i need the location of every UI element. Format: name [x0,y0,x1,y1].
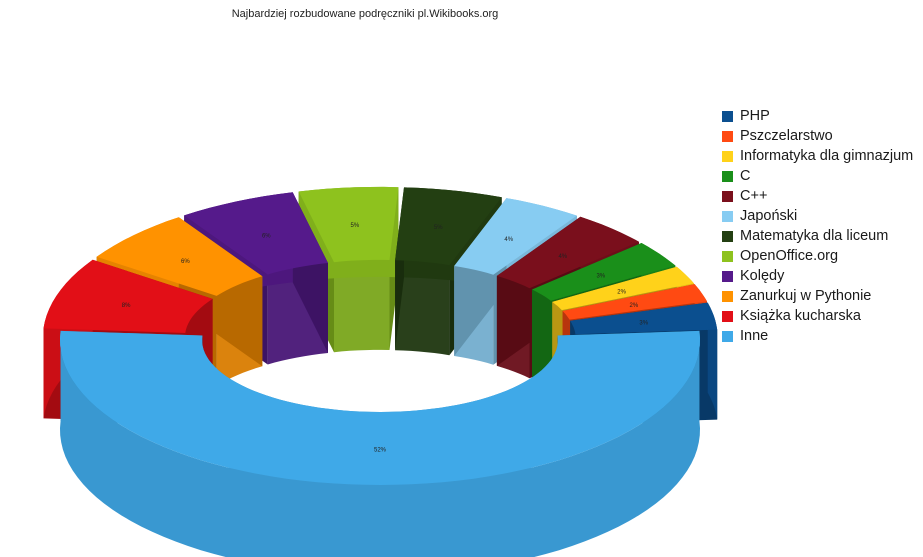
slice-top-face [552,266,694,311]
legend-item: C++ [722,186,922,206]
legend-label: Zanurkuj w Pythonie [740,288,872,304]
legend-swatch [722,151,733,162]
legend-label: Książka kucharska [740,308,861,324]
slice-value-label: 3% [596,273,605,279]
slice-top-face [570,302,718,335]
legend-item: C [722,166,922,186]
legend-item: OpenOffice.org [722,246,922,266]
legend-swatch [722,171,733,182]
legend-swatch [722,271,733,282]
legend-item: Inne [722,326,922,346]
slice-top-face [496,216,639,289]
chart-title: Najbardziej rozbudowane podręczniki pl.W… [231,8,499,20]
slice-inner-wall [395,260,450,356]
legend-item: Pszczelarstwo [722,126,922,146]
legend-item: Japoński [722,206,922,226]
legend-item: Kolędy [722,266,922,286]
slice-value-label: 4% [558,254,567,260]
legend-swatch [722,251,733,262]
slice-value-label: 2% [630,303,639,309]
legend-label: Inne [740,328,769,344]
slice-value-label: 6% [262,234,271,240]
slice-outer-wall [60,330,700,557]
legend-label: Matematyka dla liceum [740,228,889,244]
legend-label: Pszczelarstwo [740,128,833,144]
legend-swatch [722,131,733,142]
slice-value-label: 3% [639,321,648,327]
legend-item: Zanurkuj w Pythonie [722,286,922,306]
legend-label: Kolędy [740,268,785,284]
legend-swatch [722,331,733,342]
slice-value-label: 5% [434,225,443,231]
legend-item: Książka kucharska [722,306,922,326]
slice-value-label: 2% [617,289,626,295]
slice-value-label: 52% [374,448,387,454]
slice-top-face [60,330,700,485]
slice-value-label: 6% [181,259,190,265]
slice-value-label: 8% [122,303,131,309]
legend-label: C [740,168,751,184]
legend-item: Informatyka dla gimnazjum [722,146,922,166]
slice-inner-wall [334,259,390,353]
slice-top-face [395,187,502,266]
legend-swatch [722,211,733,222]
slice-top-face [184,192,328,275]
legend-swatch [722,291,733,302]
chart-legend: PHP Pszczelarstwo Informatyka dla gimnazju… [722,106,922,346]
legend-swatch [722,191,733,202]
legend-item: Matematyka dla liceum [722,226,922,246]
slice-value-label: 4% [504,237,513,243]
slice-top-face [562,284,707,320]
legend-swatch [722,231,733,242]
slice-top-face [298,186,399,263]
slice-top-face [454,198,577,275]
legend-label: C++ [740,188,768,204]
legend-label: OpenOffice.org [740,248,839,264]
slice-top-face [96,217,263,296]
legend-swatch [722,311,733,322]
slice-value-label: 5% [351,223,360,229]
slice-outer-wall [707,302,718,420]
slice-inne: 52% [60,330,700,557]
legend-label: PHP [740,108,770,124]
legend-label: Japoński [740,208,798,224]
legend-item: PHP [722,106,922,126]
slice-top-face [43,259,213,333]
legend-swatch [722,111,733,122]
legend-label: Informatyka dla gimnazjum [740,148,914,164]
slice-top-face [532,243,676,301]
